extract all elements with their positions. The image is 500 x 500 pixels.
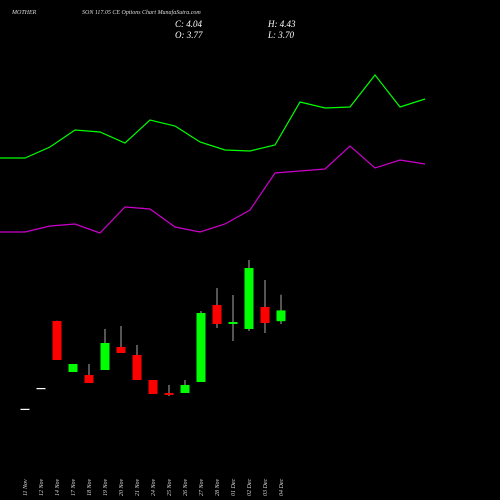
candle-body: [228, 322, 238, 324]
x-tick-label: 11 Nov: [23, 479, 29, 496]
x-tick-label: 20 Nov: [119, 478, 125, 496]
candle-body: [84, 375, 94, 383]
candle-body: [100, 343, 110, 370]
x-tick-label: 02 Dec: [247, 479, 253, 496]
candle-body: [68, 364, 78, 372]
indicator-line: [0, 145, 426, 234]
indicator-line: [0, 74, 426, 159]
candle-body: [180, 385, 190, 393]
candle-body: [116, 347, 126, 353]
candle-body: [52, 321, 62, 360]
x-tick-label: 25 Nov: [167, 478, 173, 496]
candle-body: [148, 380, 158, 394]
title-left: MOTHER: [11, 10, 37, 16]
candle-body: [20, 408, 30, 410]
x-tick-label: 21 Nov: [135, 478, 141, 496]
x-tick-label: 28 Nov: [215, 478, 221, 496]
low-label: L: 3.70: [267, 30, 295, 40]
x-tick-label: 17 Nov: [71, 478, 77, 496]
x-tick-label: 24 Nov: [150, 478, 157, 496]
candle-body: [260, 307, 270, 323]
x-tick-label: 27 Nov: [199, 478, 205, 496]
high-label: H: 4.43: [267, 19, 296, 29]
candle-body: [196, 313, 206, 382]
x-tick-label: 03 Dec: [263, 479, 269, 496]
close-label: C: 4.04: [175, 19, 203, 29]
x-tick-label: 19 Nov: [103, 478, 109, 496]
candle-body: [36, 388, 46, 390]
x-tick-label: 12 Nov: [39, 478, 45, 496]
candle-body: [244, 268, 254, 329]
x-tick-label: 01 Dec: [231, 479, 237, 496]
candle-body: [164, 393, 174, 395]
candle-body: [212, 305, 222, 324]
x-tick-label: 26 Nov: [183, 478, 189, 496]
x-tick-label: 18 Nov: [87, 478, 93, 496]
x-tick-label: 04 Dec: [278, 479, 285, 496]
candle-body: [132, 355, 142, 380]
x-tick-label: 14 Nov: [54, 478, 61, 496]
title-right: SON 117.05 CE Options Chart MunafaSutra.…: [82, 9, 201, 16]
candle-body: [276, 310, 286, 322]
open-label: O: 3.77: [175, 30, 203, 40]
